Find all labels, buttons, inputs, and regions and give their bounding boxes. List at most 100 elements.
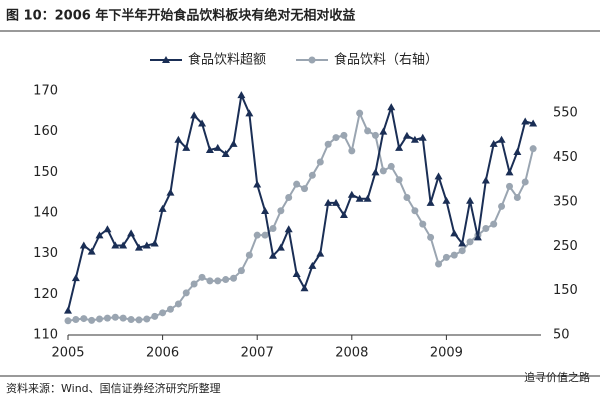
marker	[253, 231, 261, 239]
marker	[339, 211, 348, 219]
legend-label: 食品饮料（右轴）	[334, 52, 438, 68]
marker	[497, 135, 506, 143]
y-tick-label: 150	[33, 165, 58, 180]
marker	[276, 243, 285, 251]
marker	[316, 158, 324, 166]
marker	[450, 229, 459, 237]
marker	[268, 251, 277, 259]
marker	[324, 198, 333, 206]
marker	[277, 207, 285, 215]
marker	[64, 317, 72, 325]
marker	[87, 247, 96, 255]
marker	[356, 109, 364, 117]
marker	[371, 131, 379, 139]
marker	[79, 241, 88, 249]
marker	[324, 140, 332, 148]
y-tick-label: 130	[33, 246, 58, 261]
marker	[205, 145, 214, 153]
marker	[348, 147, 356, 155]
marker	[261, 206, 270, 214]
marker	[198, 119, 207, 127]
marker	[182, 289, 190, 297]
marker	[316, 249, 325, 257]
marker	[498, 202, 506, 210]
marker	[119, 314, 127, 322]
marker	[450, 251, 458, 259]
marker	[142, 241, 151, 249]
marker	[293, 180, 301, 188]
marker	[237, 267, 245, 275]
marker	[355, 194, 364, 202]
y2-tick-label: 350	[553, 194, 578, 209]
marker	[88, 316, 96, 324]
x-tick-label: 2005	[51, 346, 84, 361]
marker	[222, 276, 230, 284]
marker	[261, 231, 269, 239]
marker	[371, 168, 380, 176]
marker	[308, 56, 316, 64]
marker	[80, 315, 88, 323]
marker	[198, 273, 206, 281]
marker	[127, 315, 135, 323]
marker	[292, 270, 301, 277]
marker	[190, 280, 198, 288]
marker	[245, 251, 253, 259]
marker	[411, 207, 419, 215]
marker	[458, 247, 466, 255]
marker	[466, 196, 475, 204]
marker	[513, 148, 522, 155]
marker	[166, 188, 175, 196]
marker	[214, 277, 222, 285]
x-tick-label: 2009	[430, 346, 463, 361]
marker	[395, 176, 403, 184]
marker	[410, 135, 419, 143]
marker	[111, 241, 120, 249]
marker	[481, 176, 490, 184]
y2-tick-label: 450	[553, 150, 578, 165]
marker	[332, 198, 341, 206]
marker	[182, 143, 191, 151]
marker	[505, 168, 514, 176]
marker	[229, 139, 238, 147]
marker	[466, 238, 474, 246]
marker	[206, 277, 214, 285]
marker	[150, 239, 159, 247]
marker	[403, 193, 411, 201]
marker	[482, 225, 490, 233]
marker	[71, 274, 80, 282]
marker	[269, 225, 277, 233]
y2-tick-label: 550	[553, 106, 578, 121]
marker	[245, 109, 254, 117]
marker	[221, 150, 230, 158]
marker	[521, 178, 529, 186]
marker	[442, 196, 451, 204]
source: 资料来源：Wind、国信证券经济研究所整理	[6, 381, 221, 395]
marker	[213, 143, 222, 151]
marker	[434, 172, 443, 180]
y-tick-label: 140	[33, 206, 58, 221]
marker	[64, 306, 72, 314]
marker	[363, 194, 372, 202]
marker	[284, 225, 293, 233]
marker	[426, 198, 435, 206]
marker	[119, 241, 128, 249]
marker	[103, 225, 112, 233]
marker	[489, 139, 498, 147]
marker	[95, 231, 104, 239]
y-tick-label: 120	[33, 287, 58, 302]
marker	[529, 119, 538, 127]
marker	[237, 91, 246, 99]
marker	[143, 315, 151, 323]
x-tick-label: 2008	[335, 346, 368, 361]
marker	[127, 229, 136, 237]
marker	[442, 253, 450, 261]
marker	[435, 260, 443, 268]
marker	[387, 103, 396, 111]
marker	[190, 111, 199, 119]
series-line	[67, 109, 535, 322]
marker	[347, 190, 356, 198]
marker	[151, 312, 159, 320]
marker	[159, 309, 167, 317]
chart-title: 图 10：2006 年下半年开始食品饮料板块有绝对无相对收益	[6, 8, 355, 24]
